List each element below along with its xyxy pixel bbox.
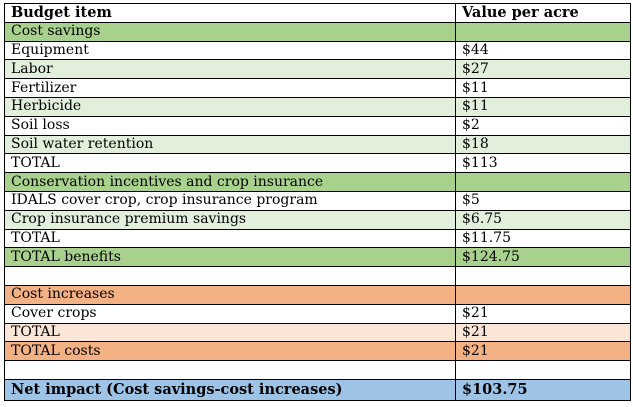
budget-item-cell: Cost savings	[4, 21, 456, 42]
table-row: Cost increases	[4, 284, 631, 305]
table-row: Net impact (Cost savings-cost increases)…	[4, 378, 631, 401]
table-row: TOTAL $11.75	[4, 228, 631, 249]
budget-item-cell: Soil water retention	[4, 134, 456, 155]
budget-item-cell: TOTAL costs	[4, 341, 456, 362]
table-row	[4, 266, 631, 286]
table-row: Cost savings	[4, 21, 631, 42]
budget-item-cell: Cover crops	[4, 303, 456, 324]
value-per-acre-cell: $21	[455, 341, 631, 362]
budget-item-cell: TOTAL	[4, 153, 456, 174]
table-row: TOTAL costs $21	[4, 341, 631, 362]
budget-item-cell: Soil loss	[4, 115, 456, 136]
table-row: IDALS cover crop, crop insurance program…	[4, 190, 631, 211]
table-row: TOTAL $21	[4, 322, 631, 343]
value-per-acre-cell: $11	[455, 78, 631, 98]
value-per-acre-cell: $5	[455, 190, 631, 211]
budget-table: Budget item Value per acre Cost savings E…	[4, 3, 631, 401]
budget-item-cell: TOTAL	[4, 228, 456, 249]
value-per-acre-cell: $2	[455, 115, 631, 136]
value-per-acre-cell	[455, 360, 631, 380]
budget-item-cell: TOTAL	[4, 322, 456, 343]
table-body: Cost savings Equipment $44 Labor $27 Fertiliz…	[4, 21, 631, 401]
budget-item-cell: Equipment	[4, 40, 456, 61]
value-per-acre-cell	[455, 284, 631, 305]
table-row: Labor $27	[4, 59, 631, 80]
table-row: TOTAL benefits $124.75	[4, 247, 631, 268]
value-per-acre-cell: $44	[455, 40, 631, 61]
value-per-acre-cell	[455, 172, 631, 192]
budget-item-cell: Fertilizer	[4, 78, 456, 98]
budget-item-cell: Labor	[4, 59, 456, 80]
budget-item-cell: Conservation incentives and crop insuran…	[4, 172, 456, 192]
table-row: Equipment $44	[4, 40, 631, 61]
value-per-acre-cell: $18	[455, 134, 631, 155]
budget-item-cell: Cost increases	[4, 284, 456, 305]
value-per-acre-cell: $21	[455, 322, 631, 343]
table-header-row: Budget item Value per acre	[4, 3, 631, 23]
budget-item-cell	[4, 360, 456, 380]
budget-item-cell: IDALS cover crop, crop insurance program	[4, 190, 456, 211]
table-row: Herbicide $11	[4, 96, 631, 117]
table-row: TOTAL $113	[4, 153, 631, 174]
value-per-acre-cell: $103.75	[455, 378, 631, 401]
budget-item-cell	[4, 266, 456, 286]
table-row: Cover crops $21	[4, 303, 631, 324]
value-per-acre-cell	[455, 21, 631, 42]
table-row	[4, 360, 631, 380]
value-per-acre-cell: $11	[455, 96, 631, 117]
column-header-budget-item: Budget item	[4, 3, 456, 23]
budget-item-cell: Net impact (Cost savings-cost increases)	[4, 378, 456, 401]
table-row: Crop insurance premium savings $6.75	[4, 209, 631, 230]
budget-item-cell: Crop insurance premium savings	[4, 209, 456, 230]
value-per-acre-cell: $11.75	[455, 228, 631, 249]
value-per-acre-cell: $113	[455, 153, 631, 174]
value-per-acre-cell: $6.75	[455, 209, 631, 230]
value-per-acre-cell: $124.75	[455, 247, 631, 268]
value-per-acre-cell: $21	[455, 303, 631, 324]
table-row: Conservation incentives and crop insuran…	[4, 172, 631, 192]
table-row: Fertilizer $11	[4, 78, 631, 98]
budget-item-cell: Herbicide	[4, 96, 456, 117]
column-header-value-per-acre: Value per acre	[455, 3, 631, 23]
table-row: Soil water retention $18	[4, 134, 631, 155]
table-row: Soil loss $2	[4, 115, 631, 136]
budget-item-cell: TOTAL benefits	[4, 247, 456, 268]
value-per-acre-cell	[455, 266, 631, 286]
value-per-acre-cell: $27	[455, 59, 631, 80]
